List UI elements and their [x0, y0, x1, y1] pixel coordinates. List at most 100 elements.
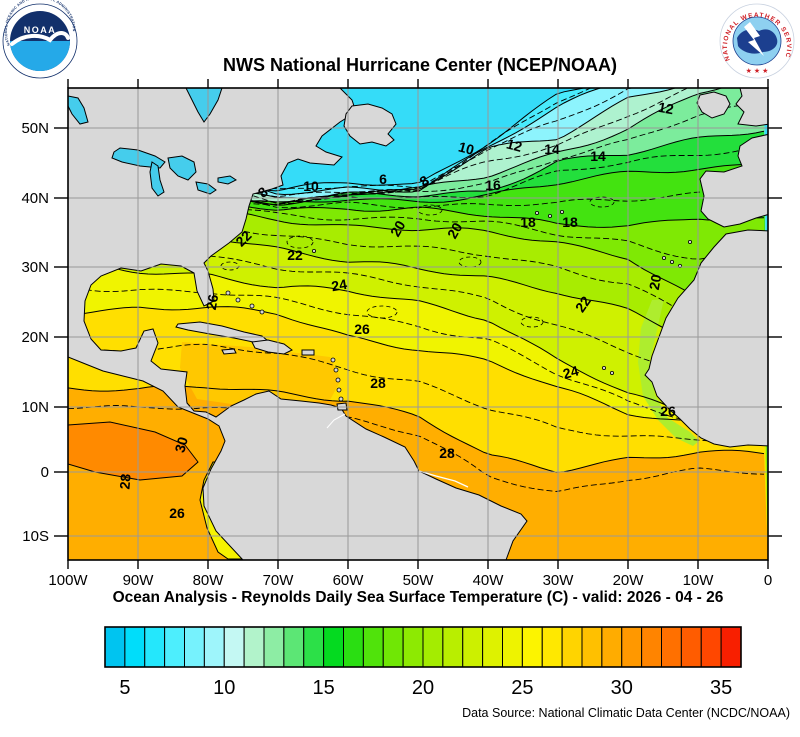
nw-africa-upwelling: [638, 299, 699, 446]
colorbar-cell-24C: [502, 626, 523, 668]
x-tick-label-100W: 100W: [48, 572, 88, 589]
colorbar-label-15: 15: [313, 677, 335, 699]
colorbar-cell-18C: [382, 626, 404, 668]
colorbar-cell-22C: [462, 626, 484, 668]
pacific-warm-pool-30C: [68, 421, 199, 481]
y-tick-label-10N: 10N: [21, 399, 49, 416]
lake-huron: [167, 155, 197, 181]
y-tick-label-0: 0: [41, 464, 49, 481]
y-tick-label-40N: 40N: [21, 190, 49, 207]
contour-label-26: 26: [354, 321, 370, 337]
lake-ontario: [217, 175, 237, 185]
page-title: NWS National Hurricane Center (NCEP/NOAA…: [223, 55, 617, 75]
colorbar-cell-29C: [601, 626, 623, 668]
contour-label-18: 18: [562, 214, 578, 230]
eddy-contour: [458, 256, 482, 268]
x-tick-label-80W: 80W: [193, 572, 225, 589]
contour-label-26: 26: [169, 505, 185, 521]
eddy-contour: [366, 305, 398, 319]
colorbar-label-5: 5: [119, 677, 130, 699]
eddy-contour: [520, 316, 544, 328]
latlon-grid: [68, 88, 768, 560]
island-jamaica: [221, 348, 237, 355]
lake-hudson-james-bay: [185, 88, 223, 123]
colorbar-border: [104, 626, 742, 668]
colorbar-cell-25C: [521, 626, 543, 668]
noaa-logo-sea: [10, 41, 70, 71]
data-source-credit: Data Source: National Climatic Data Cent…: [462, 706, 790, 720]
x-tick-label-0: 0: [764, 572, 772, 589]
contour-label-12: 12: [657, 99, 675, 117]
contour-label-6: 6: [379, 171, 387, 187]
colorbar-cell-21C: [442, 626, 464, 668]
eddy-contour: [417, 204, 443, 216]
contour-label-10: 10: [457, 138, 476, 158]
colorbar-cell-11C: [243, 626, 265, 668]
colorbar-cell-4C: [104, 626, 126, 668]
land-africa: [644, 229, 768, 448]
colorbar-cell-34C: [700, 626, 722, 668]
contour-label-10: 10: [303, 178, 319, 194]
y-tick-label-30N: 30N: [21, 259, 49, 276]
isotherm-26C: [68, 306, 765, 429]
colorbar-cell-16C: [343, 626, 364, 668]
colorbar-cell-10C: [223, 626, 245, 668]
colorbar-cell-13C: [283, 626, 305, 668]
noaa-seagull-icon: [10, 31, 70, 46]
x-tick-label-10W: 10W: [683, 572, 715, 589]
nws-lightning-icon: [744, 22, 764, 56]
x-tick-label-30W: 30W: [543, 572, 575, 589]
contour-label-24: 24: [330, 276, 348, 294]
colorbar-label-35: 35: [710, 677, 732, 699]
river-orinoco: [326, 413, 346, 429]
lake-michigan: [149, 161, 165, 197]
colorbar-cell-23C: [482, 626, 503, 668]
nws-cloud-icon: [737, 29, 778, 54]
colorbar-cell-12C: [263, 626, 285, 668]
caribbean-warm: [180, 342, 341, 407]
contour-label-28: 28: [370, 375, 386, 391]
colorbar-cell-30C: [621, 626, 643, 668]
contour-label-16: 16: [485, 177, 501, 193]
x-tick-label-60W: 60W: [333, 572, 365, 589]
colorbar-cell-19C: [402, 626, 424, 668]
isotherm-25C-dashed: [68, 286, 765, 428]
y-tick-label-20N: 20N: [21, 329, 49, 346]
colorbar-cell-27C: [561, 626, 583, 668]
colorbar-cell-8C: [184, 626, 205, 668]
land-ireland: [696, 91, 731, 119]
eddy-contour: [589, 196, 615, 208]
nws-ring-text: NATIONAL WEATHER SERVICE: [0, 0, 792, 62]
x-tick-label-40W: 40W: [473, 572, 505, 589]
colorbar-label-25: 25: [511, 677, 533, 699]
contour-label-24: 24: [561, 362, 580, 382]
x-tick-label-20W: 20W: [613, 572, 645, 589]
colorbar-cell-7C: [164, 626, 185, 668]
colorbar-cell-31C: [641, 626, 662, 668]
colorbar-cell-5C: [124, 626, 146, 668]
colorbar-cell-17C: [362, 626, 384, 668]
colorbar-cell-6C: [144, 626, 166, 668]
contour-label-26: 26: [660, 403, 676, 419]
x-tick-label-70W: 70W: [263, 572, 295, 589]
eddy-contour: [286, 235, 314, 249]
y-tick-label-50N: 50N: [21, 120, 49, 137]
colorbar-cell-28C: [581, 626, 603, 668]
figure-caption: Ocean Analysis - Reynolds Daily Sea Surf…: [113, 589, 724, 606]
land-masses: [68, 88, 768, 560]
temperature-colorbar: 5 10 15 20 25 30 35: [104, 626, 742, 699]
contour-label-14: 14: [590, 148, 606, 164]
colorbar-label-10: 10: [213, 677, 235, 699]
colorbar-cell-33C: [680, 626, 702, 668]
colorbar-cell-35C: [720, 626, 742, 668]
contour-label-20: 20: [646, 273, 664, 291]
contour-label-18: 18: [520, 214, 536, 230]
colorbar-cell-26C: [541, 626, 563, 668]
island-puerto-rico: [301, 349, 315, 356]
contour-label-12: 12: [505, 135, 524, 155]
contour-label-20: 20: [444, 220, 466, 242]
contour-label-28: 28: [439, 445, 455, 461]
colorbar-label-20: 20: [412, 677, 434, 699]
